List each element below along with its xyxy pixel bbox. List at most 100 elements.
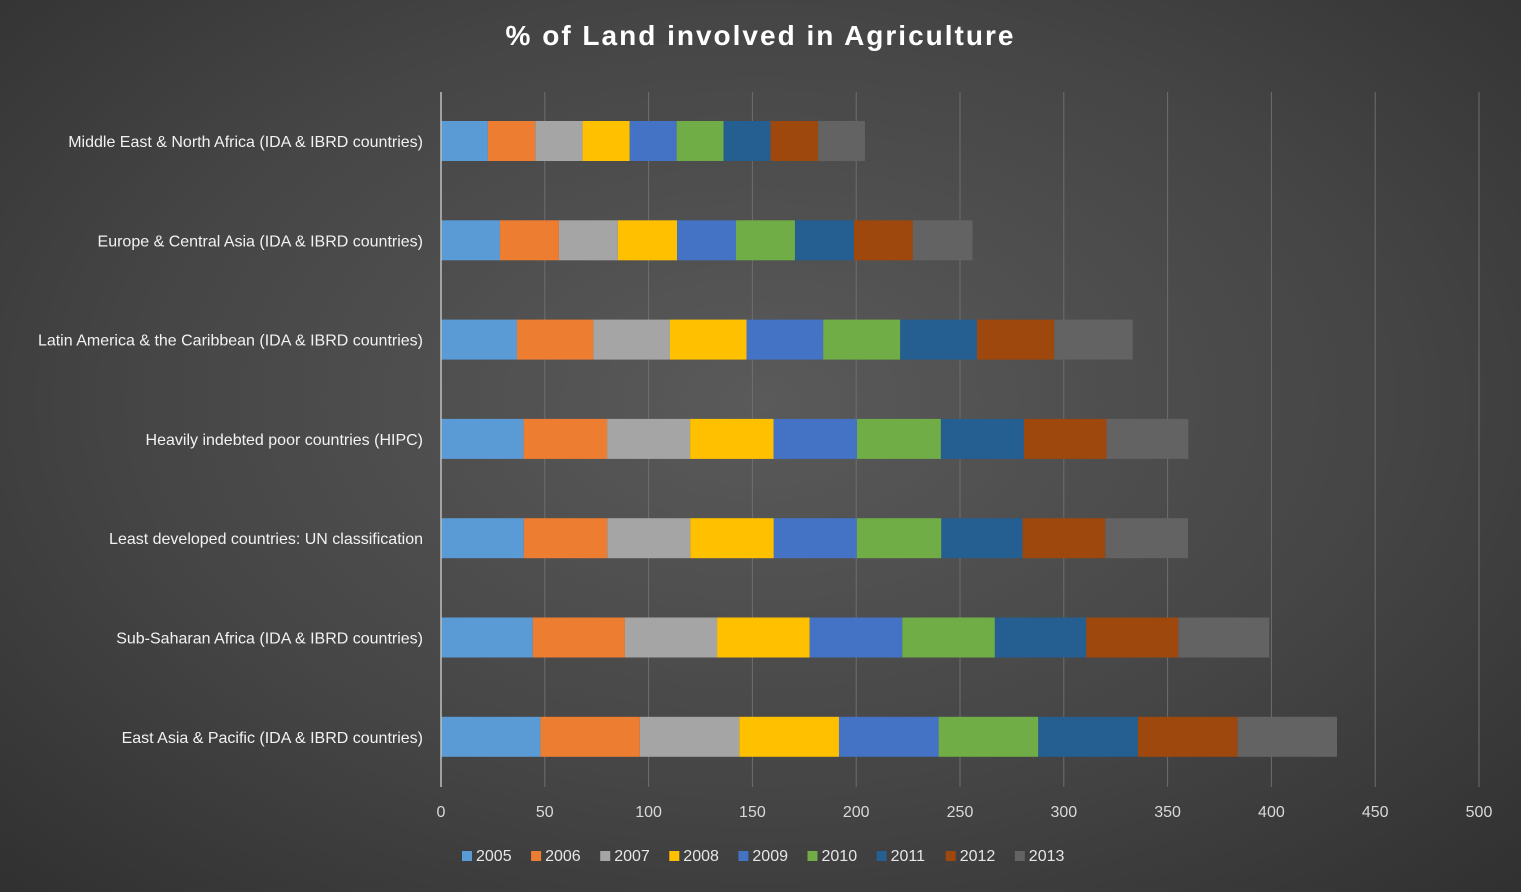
bar-segment-2007 [607, 418, 691, 459]
legend-label-2008: 2008 [683, 848, 719, 865]
bar-segment-2005 [441, 716, 541, 757]
bar-segment-2011 [723, 121, 771, 161]
category-label: East Asia & Pacific (IDA & IBRD countrie… [122, 730, 423, 747]
tick-label-450: 450 [1362, 804, 1389, 821]
bar-segment-2007 [593, 319, 670, 360]
category-label: Heavily indebted poor countries (HIPC) [146, 432, 423, 449]
bar-segment-2007 [535, 121, 583, 161]
chart-title: % of Land involved in Agriculture [505, 20, 1016, 51]
tick-label-250: 250 [947, 804, 974, 821]
bar-segment-2006 [499, 220, 559, 261]
bar-segment-2011 [994, 617, 1087, 658]
tick-label-150: 150 [739, 804, 766, 821]
legend-swatch-2009 [738, 851, 749, 861]
bar-segment-2012 [977, 319, 1055, 360]
bar-segment-2011 [794, 220, 854, 261]
category-label: Europe & Central Asia (IDA & IBRD countr… [98, 233, 423, 250]
legend-label-2009: 2009 [752, 848, 788, 865]
tick-label-100: 100 [635, 804, 662, 821]
bar-segment-2013 [1178, 617, 1270, 658]
category-label: Sub-Saharan Africa (IDA & IBRD countries… [116, 631, 423, 648]
legend-label-2010: 2010 [822, 848, 858, 865]
bar-segment-2013 [1237, 716, 1338, 757]
bar-segment-2005 [441, 319, 517, 360]
bar-segment-2010 [902, 617, 995, 658]
bar-segment-2007 [607, 518, 691, 559]
tick-label-0: 0 [437, 804, 446, 821]
category-label: Middle East & North Africa (IDA & IBRD c… [68, 134, 423, 151]
bar-segment-2008 [617, 220, 678, 261]
bar-segment-2008 [739, 716, 839, 757]
legend-swatch-2012 [945, 851, 956, 861]
bar-segment-2012 [1086, 617, 1179, 658]
bar-segment-2010 [856, 518, 942, 559]
tick-label-500: 500 [1466, 804, 1493, 821]
bar-segment-2009 [809, 617, 903, 658]
bar-segment-2005 [441, 220, 500, 261]
bar-segment-2012 [853, 220, 913, 261]
bar-segment-2010 [857, 418, 941, 459]
legend-swatch-2006 [531, 851, 542, 861]
bar-segment-2006 [523, 418, 608, 459]
bar-segment-2009 [746, 319, 824, 360]
bar-segment-2009 [838, 716, 939, 757]
bar-segment-2006 [540, 716, 640, 757]
bar-segment-2010 [676, 121, 724, 161]
bar-segment-2012 [770, 121, 819, 161]
legend-swatch-2008 [669, 851, 680, 861]
legend-label-2013: 2013 [1029, 848, 1065, 865]
bar-segment-2009 [773, 518, 857, 559]
bar-segment-2013 [1054, 319, 1133, 360]
legend-label-2005: 2005 [476, 848, 512, 865]
bar-segment-2012 [1022, 518, 1106, 559]
bar-segment-2007 [639, 716, 740, 757]
bar-segment-2008 [582, 121, 630, 161]
bar-segment-2012 [1023, 418, 1107, 459]
bar-segment-2007 [624, 617, 718, 658]
bar-segment-2011 [900, 319, 978, 360]
legend-swatch-2011 [876, 851, 887, 861]
legend-label-2006: 2006 [545, 848, 581, 865]
legend: 2005 2006 2007 2008 2009 2010 2011 2012 2013 [462, 848, 1064, 865]
bar-segment-2010 [823, 319, 901, 360]
tick-label-200: 200 [843, 804, 870, 821]
bar-segment-2008 [690, 418, 774, 459]
bar-segment-2006 [487, 121, 536, 161]
legend-swatch-2010 [807, 851, 818, 861]
legend-swatch-2013 [1014, 851, 1025, 861]
category-label: Least developed countries: UN classifica… [109, 531, 423, 548]
legend-swatch-2007 [600, 851, 611, 861]
category-label: Latin America & the Caribbean (IDA & IBR… [38, 333, 423, 350]
bar-segment-2006 [523, 518, 608, 559]
bar-segment-2008 [690, 518, 774, 559]
bar-segment-2013 [912, 220, 973, 261]
tick-label-50: 50 [536, 804, 554, 821]
bar-segment-2005 [441, 418, 524, 459]
bar-segment-2007 [558, 220, 618, 261]
bar-segment-2005 [441, 518, 524, 559]
tick-label-350: 350 [1154, 804, 1181, 821]
bar-segment-2006 [516, 319, 594, 360]
bar-segment-2010 [735, 220, 795, 261]
legend-label-2012: 2012 [960, 848, 996, 865]
bar-segment-2009 [629, 121, 677, 161]
bar-segment-2013 [1105, 518, 1188, 559]
bar-segment-2008 [717, 617, 810, 658]
bar-segment-2009 [773, 418, 858, 459]
bar-segment-2005 [441, 121, 488, 161]
bar-segment-2008 [669, 319, 747, 360]
category-labels: Middle East & North Africa (IDA & IBRD c… [38, 134, 423, 747]
tick-label-400: 400 [1258, 804, 1285, 821]
bar-segment-2013 [818, 121, 865, 161]
bars [441, 121, 1338, 757]
legend-label-2007: 2007 [614, 848, 650, 865]
tick-label-300: 300 [1050, 804, 1077, 821]
bar-segment-2011 [941, 518, 1023, 559]
bar-segment-2010 [938, 716, 1039, 757]
legend-swatch-2005 [462, 851, 472, 861]
bar-segment-2013 [1106, 418, 1189, 459]
bar-segment-2012 [1137, 716, 1238, 757]
bar-segment-2009 [677, 220, 736, 261]
legend-label-2011: 2011 [891, 848, 926, 865]
